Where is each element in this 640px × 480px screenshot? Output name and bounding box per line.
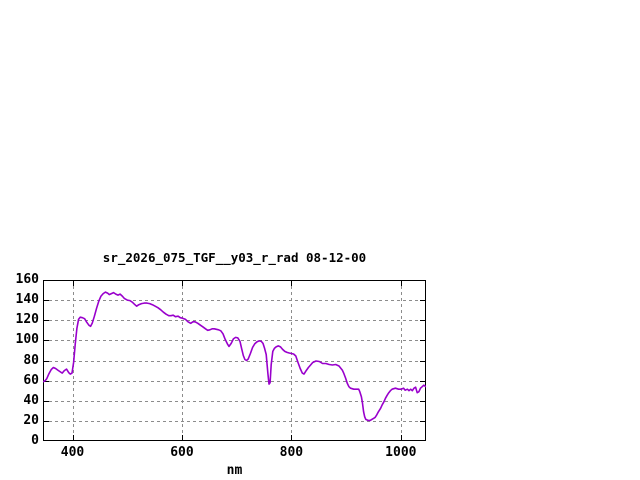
x-tick-label: 400 [60,445,85,460]
plot-frame [43,280,426,441]
y-tick-label: 140 [15,292,39,308]
y-tick-label: 160 [15,272,39,287]
x-tick-label: 1000 [385,445,417,460]
y-tick-label: 40 [23,392,39,408]
x-axis-label: nm [226,463,243,478]
x-tick-label: 600 [170,445,194,460]
plot-area [43,280,426,441]
y-tick-label: 0 [31,433,39,448]
chart-title: sr_2026_075_TGF__y03_r_rad 08-12-00 [102,250,367,265]
spectrum-curve [43,291,426,422]
x-tick-label: 800 [279,445,304,460]
y-tick-label: 120 [15,312,39,328]
y-tick-label: 60 [23,372,39,388]
y-tick-label: 80 [23,352,39,368]
y-tick-label: 100 [15,332,39,348]
y-tick-label: 20 [23,412,39,428]
